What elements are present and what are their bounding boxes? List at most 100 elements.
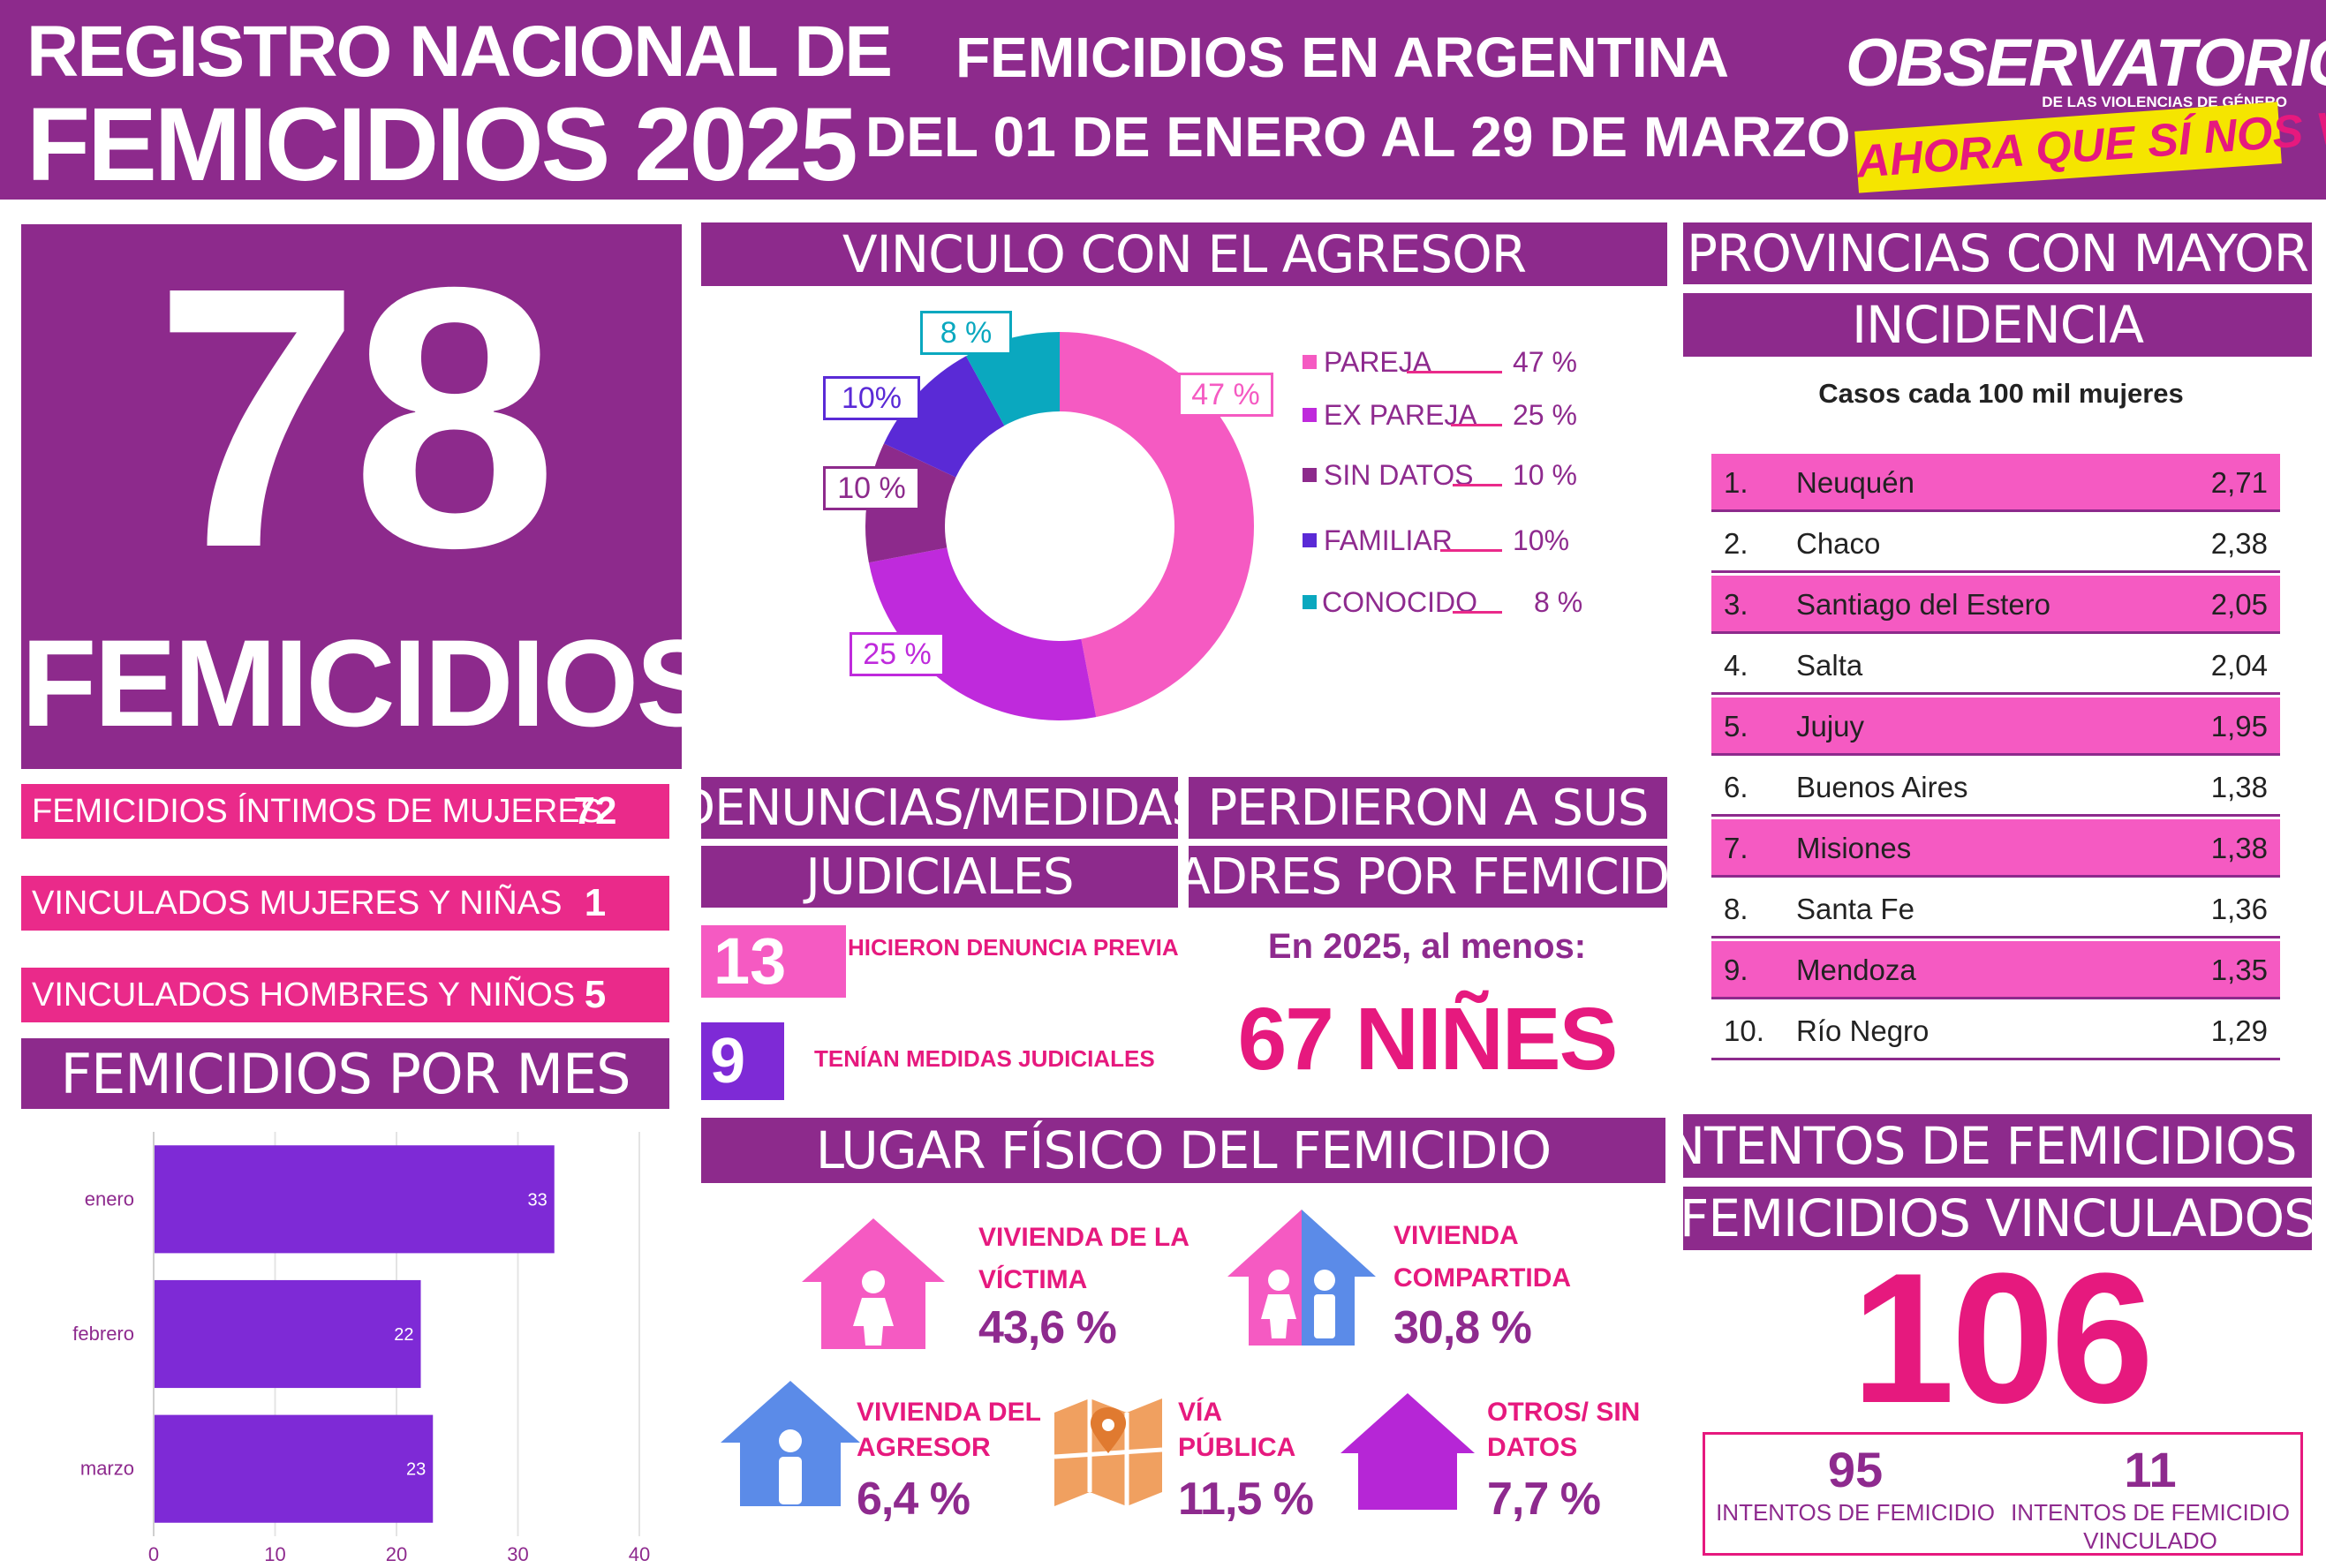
place-public-title-2: PÚBLICA	[1178, 1433, 1296, 1462]
house-couple-icon	[1227, 1210, 1376, 1346]
legend-label: EX PAREJA	[1324, 399, 1477, 431]
category-value: 1	[584, 881, 607, 924]
place-victim-title-1: VIVIENDA DE LA	[978, 1223, 1189, 1252]
section-title-provincias-1: PROVINCIAS CON MAYOR	[1683, 222, 2312, 284]
table-row: 4. Salta 2,04	[1711, 637, 2280, 695]
intentos-vinculado-label-1: INTENTOS DE FEMICIDIO	[2011, 1499, 2290, 1526]
total-femicides-label: FEMICIDIOS	[21, 614, 719, 752]
category-label: FEMICIDIOS ÍNTIMOS DE MUJERES	[32, 793, 603, 830]
legend-value: 10%	[1513, 524, 1570, 556]
place-victim-pct: 43,6 %	[978, 1302, 1117, 1353]
section-title-vinculo: VINCULO CON EL AGRESOR	[701, 222, 1667, 286]
intentos-vinculado-label-2: VINCULADO	[2083, 1527, 2217, 1554]
row-rank: 8.	[1724, 893, 1748, 925]
page-subtitle-line2: DEL 01 DE ENERO AL 29 DE MARZO	[865, 105, 1851, 169]
donut-slice-conocido	[966, 332, 1060, 426]
denuncia-previa-label: HICIERON DENUNCIA PREVIA	[848, 934, 1179, 961]
bar-value-label: 33	[528, 1190, 548, 1210]
table-row: 8. Santa Fe 1,36	[1711, 880, 2280, 939]
row-value: 1,38	[2210, 832, 2268, 864]
house-woman-icon	[802, 1218, 945, 1349]
donut-label-ex-pareja: 25 %	[850, 632, 945, 676]
x-tick-label: 40	[629, 1543, 650, 1563]
intentos-vinculado-value: 11	[2124, 1442, 2177, 1497]
legend-label: CONOCIDO	[1322, 586, 1477, 618]
row-rank: 4.	[1724, 649, 1748, 682]
bar-value-label: 22	[394, 1325, 413, 1345]
orphans-subtitle: En 2025, al menos:	[1267, 927, 1587, 966]
row-value: 2,05	[2210, 588, 2268, 621]
medidas-judiciales-value: 9	[710, 1026, 746, 1097]
row-value: 2,71	[2210, 466, 2268, 499]
legend-pareja: PAREJA 47 %	[1303, 344, 1594, 380]
legend-value: 25 %	[1513, 399, 1577, 431]
legend-leader-line	[1407, 371, 1502, 373]
table-row: 1. Neuquén 2,71	[1711, 454, 2280, 512]
category-label: VINCULADOS HOMBRES Y NIÑOS	[32, 976, 576, 1014]
donut-slice-pareja	[1060, 332, 1254, 718]
donut-label-conocido: 8 %	[920, 311, 1012, 355]
row-province: Jujuy	[1796, 710, 1865, 743]
table-row: 3. Santiago del Estero 2,05	[1711, 576, 2280, 634]
bar-marzo	[154, 1414, 434, 1523]
x-tick-label: 10	[264, 1543, 285, 1563]
table-row: 7. Misiones 1,38	[1711, 819, 2280, 878]
row-value: 1,95	[2210, 710, 2268, 743]
provincias-subtitle: Casos cada 100 mil mujeres	[1818, 378, 2184, 409]
category-value: 5	[584, 973, 607, 1016]
row-value: 1,38	[2210, 771, 2268, 803]
row-value: 2,04	[2210, 649, 2268, 682]
intentos-femicidio-value: 95	[1827, 1442, 1884, 1497]
legend-swatch	[1303, 533, 1317, 547]
place-aggressor-title-2: AGRESOR	[857, 1433, 991, 1462]
place-public-title-1: VÍA	[1178, 1398, 1223, 1427]
intentos-femicidio-label: INTENTOS DE FEMICIDIO	[1716, 1499, 1995, 1526]
legend-swatch	[1303, 468, 1317, 482]
row-rank: 6.	[1724, 771, 1748, 803]
page-title-line1: REGISTRO NACIONAL DE	[26, 11, 893, 92]
section-title-denuncias-1: DENUNCIAS/MEDIDAS	[701, 777, 1178, 839]
place-public-pct: 11,5 %	[1178, 1474, 1314, 1525]
legend-swatch	[1303, 355, 1317, 369]
legend-leader-line	[1453, 484, 1502, 486]
medidas-judiciales-box	[701, 1022, 784, 1100]
category-vinculados-hombres: VINCULADOS HOMBRES Y NIÑOS 5	[21, 968, 669, 1022]
page-subtitle-line1: FEMICIDIOS EN ARGENTINA	[955, 26, 1729, 89]
table-row: 9. Mendoza 1,35	[1711, 941, 2280, 999]
observatorio-logo: OBSERVATORIO DE LAS VIOLENCIAS DE GÉNERO…	[1846, 25, 2326, 193]
legend-value: 47 %	[1513, 346, 1577, 378]
legend-leader-line	[1440, 549, 1502, 552]
category-label: VINCULADOS MUJERES Y NIÑAS	[32, 885, 563, 922]
bar-enero	[154, 1145, 555, 1254]
row-rank: 7.	[1724, 832, 1748, 864]
row-province: Río Negro	[1796, 1014, 1930, 1047]
row-value: 2,38	[2210, 527, 2268, 560]
section-title-perdieron-1: PERDIERON A SUS	[1189, 777, 1667, 839]
x-tick-label: 30	[507, 1543, 528, 1563]
place-other-title-2: DATOS	[1487, 1433, 1578, 1462]
section-title-months: FEMICIDIOS POR MES	[21, 1038, 669, 1109]
orphans-number: 67 NIÑES	[1237, 990, 1619, 1089]
section-title-denuncias-2: JUDICIALES	[701, 846, 1178, 908]
logo-banner: AHORA QUE SÍ NOS VEN	[1854, 98, 2326, 193]
place-other-pct: 7,7 %	[1487, 1474, 1601, 1525]
bar-febrero	[154, 1279, 421, 1389]
total-femicides-number: 78	[154, 211, 557, 625]
row-rank: 2.	[1724, 527, 1748, 560]
section-title-provincias-2: INCIDENCIA	[1683, 293, 2312, 357]
intentos-femicidio: 95 INTENTOS DE FEMICIDIO	[1714, 1442, 1997, 1527]
intentos-total: 106	[1851, 1234, 2154, 1442]
place-aggressor-pct: 6,4 %	[857, 1474, 970, 1525]
row-rank: 3.	[1724, 588, 1748, 621]
row-province: Mendoza	[1796, 954, 1916, 986]
table-row: 5. Jujuy 1,95	[1711, 697, 2280, 756]
category-intimos: FEMICIDIOS ÍNTIMOS DE MUJERES 72	[21, 784, 669, 839]
place-aggressor-title-1: VIVIENDA DEL	[857, 1398, 1041, 1427]
legend-label: SIN DATOS	[1324, 459, 1474, 491]
house-icon	[1340, 1393, 1475, 1510]
place-shared-pct: 30,8 %	[1393, 1302, 1532, 1353]
row-value: 1,36	[2210, 893, 2268, 925]
legend-leader-line	[1451, 424, 1502, 426]
section-title-lugar: LUGAR FÍSICO DEL FEMICIDIO	[701, 1118, 1665, 1183]
medidas-judiciales-label: TENÍAN MEDIDAS JUDICIALES	[814, 1045, 1155, 1072]
